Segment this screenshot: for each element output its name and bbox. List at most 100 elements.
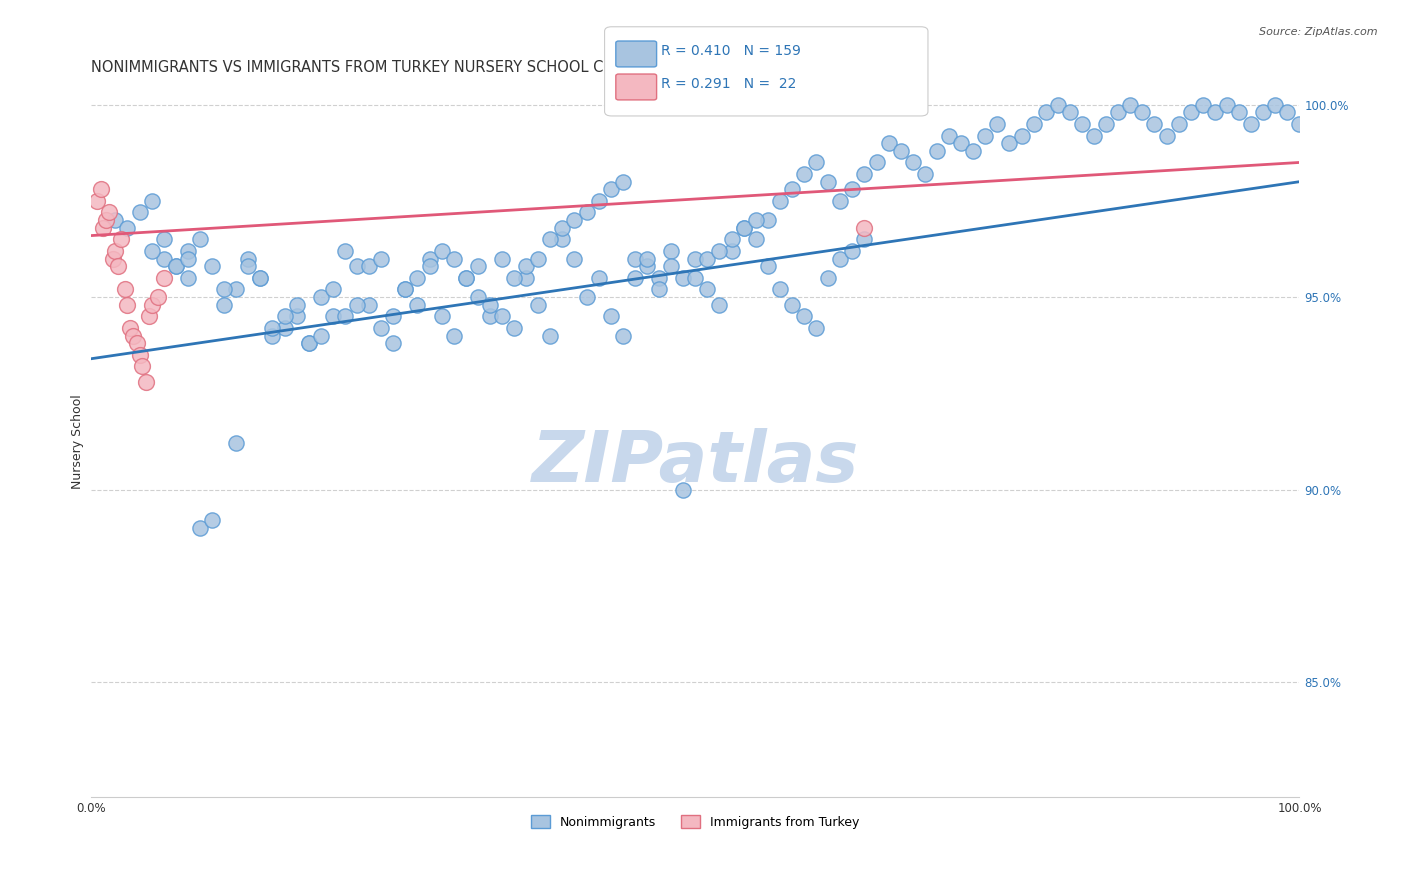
Point — [262, 328, 284, 343]
Point — [177, 252, 200, 266]
Point — [285, 310, 308, 324]
Point — [406, 298, 429, 312]
Point — [720, 232, 742, 246]
Point — [467, 260, 489, 274]
Point — [588, 271, 610, 285]
Point — [588, 194, 610, 208]
Point — [177, 244, 200, 258]
Point — [322, 310, 344, 324]
Point — [478, 298, 501, 312]
Text: ZIPatlas: ZIPatlas — [531, 428, 859, 498]
Point — [1059, 105, 1081, 120]
Point — [769, 194, 792, 208]
Point — [830, 252, 852, 266]
Text: NONIMMIGRANTS VS IMMIGRANTS FROM TURKEY NURSERY SCHOOL CORRELATION CHART: NONIMMIGRANTS VS IMMIGRANTS FROM TURKEY … — [91, 60, 751, 75]
Point — [599, 310, 621, 324]
Point — [830, 194, 852, 208]
Point — [648, 282, 671, 296]
Point — [575, 205, 598, 219]
Point — [1107, 105, 1129, 120]
Point — [1240, 117, 1263, 131]
Point — [538, 328, 561, 343]
Point — [201, 260, 224, 274]
Point — [118, 321, 141, 335]
Point — [152, 232, 174, 246]
Point — [146, 290, 169, 304]
Point — [527, 252, 550, 266]
Point — [1180, 105, 1202, 120]
Point — [515, 271, 537, 285]
Point — [94, 213, 117, 227]
Point — [998, 136, 1021, 151]
Point — [672, 483, 695, 497]
Point — [333, 244, 356, 258]
Point — [454, 271, 477, 285]
Point — [382, 310, 405, 324]
Point — [128, 348, 150, 362]
Point — [225, 282, 247, 296]
Point — [359, 298, 381, 312]
Point — [430, 244, 453, 258]
Point — [117, 220, 139, 235]
Point — [624, 252, 647, 266]
Point — [135, 375, 157, 389]
Point — [709, 244, 731, 258]
Text: Source: ZipAtlas.com: Source: ZipAtlas.com — [1260, 27, 1378, 37]
Point — [659, 260, 682, 274]
Point — [188, 521, 211, 535]
Point — [1132, 105, 1154, 120]
Point — [491, 252, 513, 266]
Point — [467, 290, 489, 304]
Point — [273, 310, 295, 324]
Point — [841, 244, 863, 258]
Point — [612, 175, 634, 189]
Point — [1022, 117, 1045, 131]
Point — [1288, 117, 1310, 131]
Point — [901, 155, 924, 169]
Point — [443, 328, 465, 343]
Point — [418, 260, 440, 274]
Point — [382, 336, 405, 351]
Point — [249, 271, 271, 285]
Point — [430, 310, 453, 324]
Point — [841, 182, 863, 196]
Point — [780, 298, 803, 312]
Point — [138, 310, 160, 324]
Point — [1227, 105, 1250, 120]
Point — [1204, 105, 1226, 120]
Point — [503, 321, 526, 335]
Point — [1046, 97, 1069, 112]
Point — [141, 298, 163, 312]
Point — [298, 336, 321, 351]
Point — [394, 282, 416, 296]
Point — [152, 252, 174, 266]
Point — [1191, 97, 1213, 112]
Point — [1216, 97, 1239, 112]
Point — [793, 310, 815, 324]
Point — [128, 205, 150, 219]
Point — [1083, 128, 1105, 143]
Point — [98, 205, 121, 219]
Point — [853, 167, 876, 181]
Point — [1095, 117, 1118, 131]
Point — [696, 282, 718, 296]
Point — [1119, 97, 1142, 112]
Point — [756, 260, 779, 274]
Point — [503, 271, 526, 285]
Point — [127, 336, 149, 351]
Point — [212, 282, 235, 296]
Point — [86, 194, 108, 208]
Point — [1156, 128, 1178, 143]
Point — [165, 260, 187, 274]
Point — [733, 220, 755, 235]
Point — [406, 271, 429, 285]
Point — [333, 310, 356, 324]
Point — [865, 155, 887, 169]
Point — [104, 244, 127, 258]
Text: R = 0.291   N =  22: R = 0.291 N = 22 — [661, 77, 796, 91]
Point — [1251, 105, 1274, 120]
Text: R = 0.410   N = 159: R = 0.410 N = 159 — [661, 44, 800, 58]
Point — [974, 128, 997, 143]
Point — [804, 321, 827, 335]
Point — [685, 252, 707, 266]
